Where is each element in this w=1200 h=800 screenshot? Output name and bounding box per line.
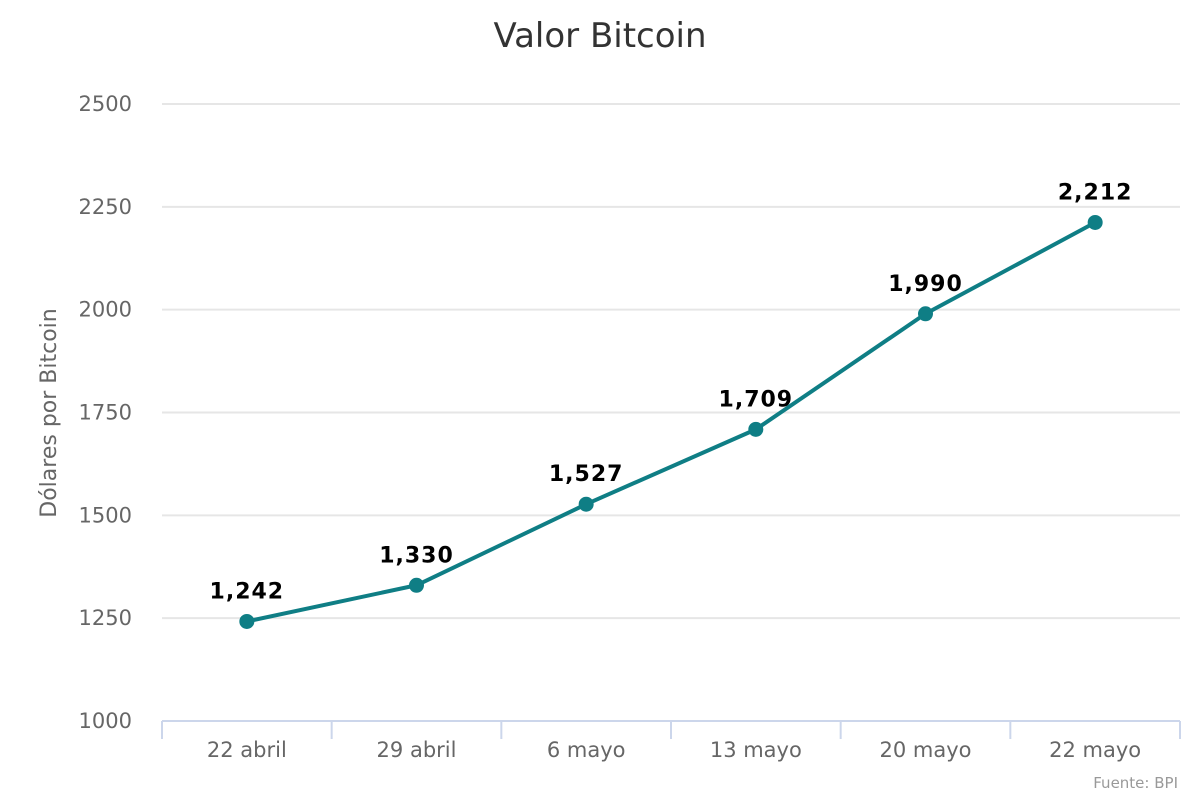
y-tick-label: 2500 — [79, 92, 132, 116]
y-tick-label: 2000 — [79, 298, 132, 322]
series-line — [244, 220, 1098, 624]
x-tick-label: 22 mayo — [1049, 738, 1141, 762]
data-point[interactable] — [918, 306, 933, 322]
data-point[interactable] — [409, 577, 424, 593]
y-tick-label: 2250 — [79, 195, 132, 219]
data-point[interactable] — [239, 613, 255, 629]
y-axis-ticks: 1000 1250 1500 1750 2000 2250 2500 — [79, 92, 132, 733]
chart-title: Valor Bitcoin — [493, 16, 706, 56]
series-bitcoin-value — [239, 214, 1103, 629]
credits-source: Fuente: BPI — [1093, 774, 1178, 792]
data-label: 1,990 — [888, 272, 963, 297]
data-label: 1,330 — [379, 543, 454, 568]
data-label: 1,709 — [719, 387, 794, 412]
x-axis: 22 abril 29 abril 6 mayo 13 mayo 20 mayo 22 m… — [161, 720, 1181, 762]
gridlines — [162, 103, 1180, 620]
y-tick-label: 1500 — [79, 503, 132, 527]
x-tick-label: 29 abril — [377, 738, 457, 762]
data-point[interactable] — [578, 496, 594, 512]
data-label: 1,242 — [210, 579, 285, 604]
x-tick-label: 22 abril — [207, 738, 287, 762]
data-labels: 1,242 1,330 1,527 1,709 1,990 2,212 — [210, 180, 1133, 604]
x-tick-label: 20 mayo — [880, 738, 972, 762]
data-label: 2,212 — [1058, 180, 1133, 205]
y-tick-label: 1250 — [79, 606, 132, 630]
x-tick-label: 13 mayo — [710, 738, 802, 762]
y-tick-label: 1000 — [79, 709, 132, 733]
data-label: 1,527 — [549, 462, 624, 487]
y-tick-label: 1750 — [79, 401, 132, 425]
x-tick-label: 6 mayo — [547, 738, 626, 762]
data-point[interactable] — [748, 421, 764, 437]
y-axis-title: Dólares por Bitcoin — [37, 308, 62, 517]
data-point[interactable] — [1087, 214, 1103, 230]
